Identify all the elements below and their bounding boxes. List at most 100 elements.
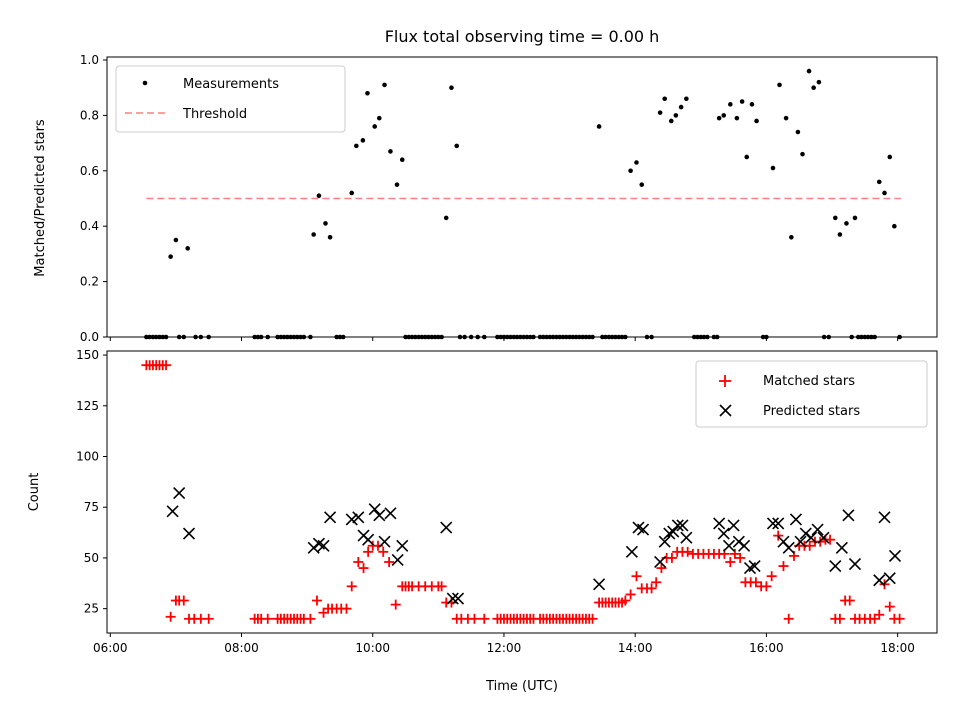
- ratio-panel: Flux total observing time = 0.00 h Match…: [33, 27, 938, 344]
- bottom-x-tick-label: 10:00: [355, 641, 390, 655]
- predicted-star-point: [440, 521, 453, 534]
- matched-star-point: [378, 546, 389, 557]
- top-y-tick-label: 1.0: [80, 53, 99, 67]
- matched-star-point: [341, 603, 352, 614]
- bottom-x-tick-label: 16:00: [749, 641, 784, 655]
- predicted-star-point: [713, 517, 726, 530]
- matched-star-point: [358, 563, 369, 574]
- bottom-y-tick-label: 125: [76, 399, 99, 413]
- matched-star-point: [879, 579, 890, 590]
- bottom-y-axis: 25 50 75 100 125 150: [76, 348, 107, 616]
- predicted-star-point: [829, 559, 842, 573]
- matched-star-point: [178, 595, 189, 606]
- top-y-tick-label: 0.8: [80, 108, 99, 122]
- matched-star-point: [778, 561, 789, 572]
- measurement-point: [372, 124, 377, 129]
- count-panel: Count Time (UTC) 25 50 75 100 125 150 06:00 08…: [27, 348, 938, 694]
- predicted-star-point: [794, 535, 807, 548]
- matched-star-point: [656, 563, 667, 574]
- measurement-point: [716, 115, 722, 121]
- matched-star-point: [305, 613, 316, 624]
- bottom-plot-frame: [106, 350, 938, 634]
- measurement-point: [728, 102, 733, 107]
- measurement-point: [749, 102, 755, 107]
- matched-star-point: [479, 613, 490, 624]
- matched-star-point: [682, 546, 693, 557]
- predicted-star-point: [738, 539, 751, 552]
- predicted-star-point: [782, 541, 795, 554]
- legend-measurements-label: Measurements: [183, 77, 279, 92]
- matched-star-point: [766, 571, 777, 582]
- predicted-star-point: [722, 539, 736, 552]
- matched-star-point: [262, 613, 273, 624]
- predicted-star-point: [848, 557, 862, 571]
- measurement-point: [596, 124, 602, 129]
- predicted-star-point: [391, 553, 404, 567]
- top-y-axis-label: Matched/Predicted stars: [33, 119, 48, 277]
- matched-star-point: [834, 613, 845, 624]
- matched-star-point: [750, 577, 761, 588]
- top-y-tick-label: 0.2: [80, 275, 99, 289]
- legend-threshold-label: Threshold: [182, 107, 247, 122]
- measurement-point: [844, 221, 849, 226]
- measurement-point: [833, 215, 838, 221]
- bottom-x-tick-label: 14:00: [618, 641, 653, 655]
- predicted-star-point: [451, 592, 465, 605]
- measurement-point: [662, 96, 668, 102]
- predicted-star-point: [345, 513, 358, 526]
- predicted-star-point: [625, 545, 638, 558]
- predicted-star-point: [593, 578, 606, 591]
- measurement-point: [721, 113, 727, 118]
- predicted-star-point: [772, 517, 785, 530]
- measurement-point: [734, 115, 740, 121]
- bottom-y-tick-label: 75: [84, 500, 99, 514]
- predicted-star-point: [799, 527, 812, 540]
- matched-star-point: [469, 613, 480, 624]
- matched-star-point: [363, 546, 374, 557]
- predicted-star-point: [658, 535, 671, 548]
- measurement-points: [144, 68, 902, 340]
- matched-star-point: [620, 595, 631, 606]
- matched-star-point: [587, 613, 598, 624]
- predicted-star-point: [748, 559, 761, 573]
- matched-star-point: [390, 599, 401, 610]
- measurement-point: [454, 143, 460, 149]
- matched-star-point: [725, 556, 736, 567]
- top-x-axis: [109, 337, 899, 341]
- bottom-legend-box: [695, 360, 928, 428]
- measurement-point: [811, 85, 816, 90]
- predicted-star-point: [173, 486, 186, 500]
- top-y-tick-label: 0.6: [80, 164, 99, 178]
- measurement-point: [365, 90, 370, 96]
- measurement-point: [382, 82, 387, 88]
- matched-star-point: [894, 613, 905, 624]
- predicted-star-point: [166, 505, 179, 518]
- measurement-point: [852, 215, 858, 221]
- predicted-star-point: [811, 523, 824, 536]
- legend-predicted-label: Predicted stars: [763, 404, 860, 419]
- predicted-star-point: [804, 531, 818, 544]
- matched-star-point: [884, 601, 895, 612]
- measurement-point: [892, 223, 897, 229]
- top-y-axis: 0.0 0.2 0.4 0.6 0.8 1.0: [80, 53, 107, 344]
- matched-star-point: [384, 556, 395, 567]
- matched-star-point: [735, 552, 746, 563]
- matched-star-point: [311, 595, 322, 606]
- predicted-star-point: [667, 525, 680, 538]
- predicted-star-point: [883, 572, 896, 585]
- measurement-point: [744, 154, 750, 160]
- measurement-point: [323, 221, 328, 226]
- matched-star-point: [761, 581, 772, 592]
- measurement-point: [634, 160, 639, 165]
- matched-star-point: [353, 556, 364, 567]
- measurement-point: [443, 215, 449, 221]
- measurement-point: [789, 234, 794, 240]
- measurement-point: [449, 85, 454, 90]
- matched-star-point: [666, 552, 677, 563]
- predicted-star-point: [352, 511, 365, 524]
- predicted-star-point: [654, 555, 667, 569]
- matched-star-point: [804, 540, 815, 551]
- predicted-star-point: [835, 541, 848, 554]
- predicted-stars-points: [166, 486, 902, 605]
- predicted-star-point: [878, 511, 891, 524]
